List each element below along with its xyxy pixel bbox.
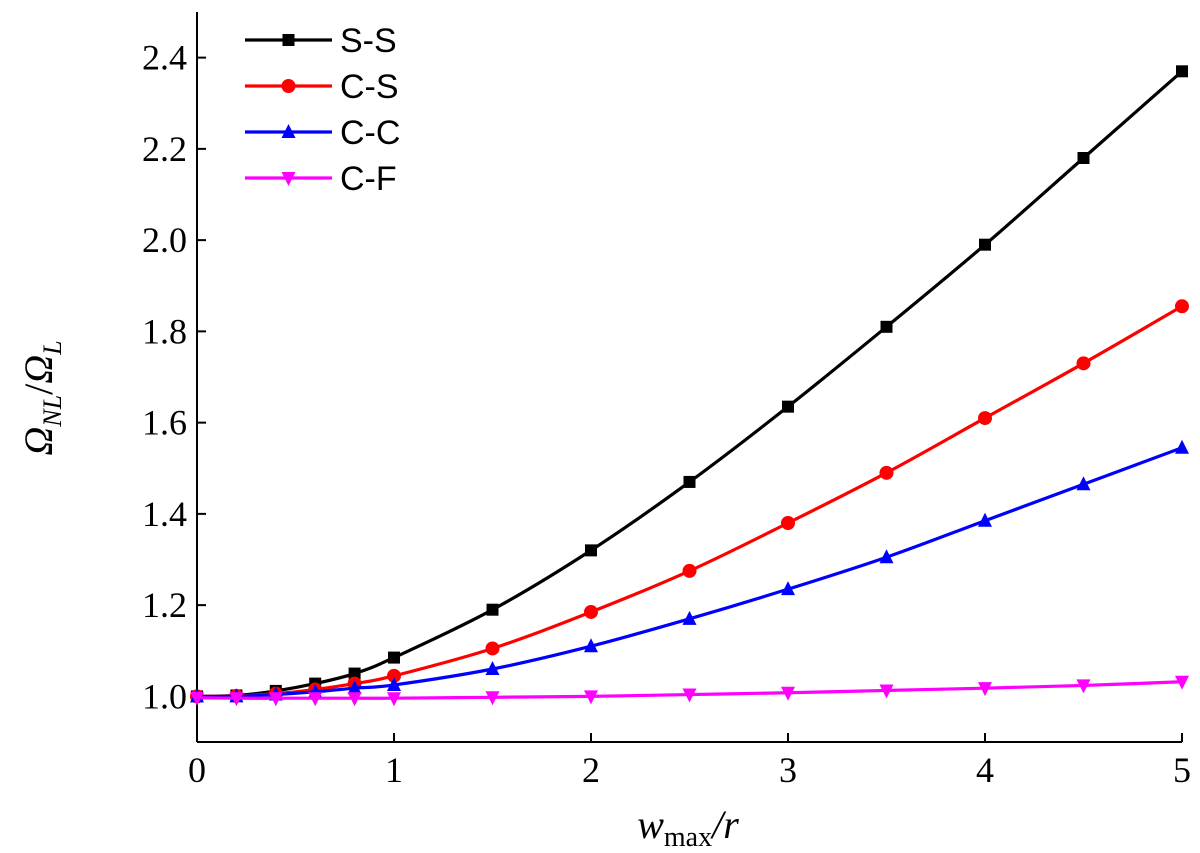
data-point-marker bbox=[781, 516, 795, 530]
data-point-marker bbox=[1076, 679, 1091, 694]
data-point-marker bbox=[1076, 476, 1091, 491]
data-point-marker bbox=[682, 610, 697, 625]
data-point-marker bbox=[978, 512, 992, 527]
legend-item-s-s: S-S bbox=[245, 22, 397, 60]
y-tick-label: 1.2 bbox=[142, 585, 187, 625]
legend-label: C-S bbox=[340, 68, 399, 106]
legend: S-S C-S C-C C-F bbox=[245, 22, 400, 198]
data-point-marker bbox=[682, 563, 697, 578]
data-point-marker bbox=[387, 668, 401, 683]
data-point-marker bbox=[388, 651, 400, 664]
data-point-marker bbox=[585, 544, 597, 557]
legend-label: S-S bbox=[340, 22, 397, 60]
data-point-marker bbox=[1175, 299, 1189, 314]
data-point-marker bbox=[978, 411, 992, 426]
data-point-marker bbox=[1175, 675, 1189, 690]
data-point-marker bbox=[281, 172, 296, 186]
data-point-marker bbox=[1077, 152, 1090, 164]
series-c-f bbox=[190, 675, 1189, 707]
x-tick-label: 4 bbox=[976, 750, 994, 790]
data-point-marker bbox=[879, 684, 894, 699]
x-tick-label: 5 bbox=[1173, 750, 1191, 790]
data-point-marker bbox=[347, 692, 362, 707]
data-point-marker bbox=[584, 604, 598, 619]
y-tick-label: 2.2 bbox=[142, 129, 187, 169]
data-point-marker bbox=[1175, 439, 1189, 454]
y-tick-label: 1.0 bbox=[142, 676, 187, 716]
data-point-marker bbox=[978, 682, 992, 697]
data-point-marker bbox=[879, 465, 894, 480]
data-point-marker bbox=[281, 79, 296, 93]
data-point-marker bbox=[1076, 356, 1091, 371]
data-point-marker bbox=[387, 676, 401, 691]
data-point-marker bbox=[347, 680, 362, 695]
data-point-marker bbox=[348, 667, 361, 680]
data-point-marker bbox=[584, 690, 598, 705]
y-axis-title: ΩNL/ΩL bbox=[16, 340, 67, 455]
y-tick-label: 1.4 bbox=[142, 494, 187, 534]
series-layer bbox=[190, 65, 1189, 707]
x-axis-title: wmax/r bbox=[637, 802, 739, 853]
data-point-marker bbox=[880, 320, 893, 333]
data-point-marker bbox=[584, 638, 598, 653]
data-point-marker bbox=[782, 400, 794, 413]
x-tick-label: 0 bbox=[188, 750, 206, 790]
legend-item-c-s: C-S bbox=[245, 68, 399, 106]
y-tick-label: 2.0 bbox=[142, 220, 187, 260]
data-point-marker bbox=[1176, 65, 1188, 78]
data-point-marker bbox=[979, 238, 991, 251]
y-tick-label: 1.6 bbox=[142, 403, 187, 443]
legend-label: C-C bbox=[340, 114, 400, 152]
data-point-marker bbox=[486, 603, 499, 616]
data-point-marker bbox=[308, 692, 323, 707]
x-tick-label: 2 bbox=[582, 750, 600, 790]
x-tick-label: 3 bbox=[779, 750, 797, 790]
data-point-marker bbox=[268, 692, 283, 707]
axes: 0 1 2 3 4 5 1.0 1.2 1.4 1.6 1.8 2.0 2.2 2.4 bbox=[142, 12, 1191, 790]
data-point-marker bbox=[281, 124, 296, 138]
data-point-marker bbox=[485, 641, 500, 656]
data-point-marker bbox=[781, 686, 795, 701]
legend-label: C-F bbox=[340, 160, 397, 198]
y-tick-label: 2.4 bbox=[142, 38, 187, 78]
data-point-marker bbox=[485, 661, 500, 675]
legend-item-c-c: C-C bbox=[245, 114, 400, 152]
data-point-marker bbox=[485, 691, 500, 706]
data-point-marker bbox=[682, 688, 697, 703]
data-point-marker bbox=[282, 34, 295, 46]
data-point-marker bbox=[879, 549, 894, 564]
legend-item-c-f: C-F bbox=[245, 160, 397, 198]
x-tick-label: 1 bbox=[385, 750, 403, 790]
data-point-marker bbox=[683, 475, 696, 488]
data-point-marker bbox=[229, 692, 244, 707]
data-point-marker bbox=[781, 581, 795, 596]
y-tick-label: 1.8 bbox=[142, 311, 187, 351]
data-point-marker bbox=[190, 691, 204, 706]
data-point-marker bbox=[387, 692, 401, 707]
